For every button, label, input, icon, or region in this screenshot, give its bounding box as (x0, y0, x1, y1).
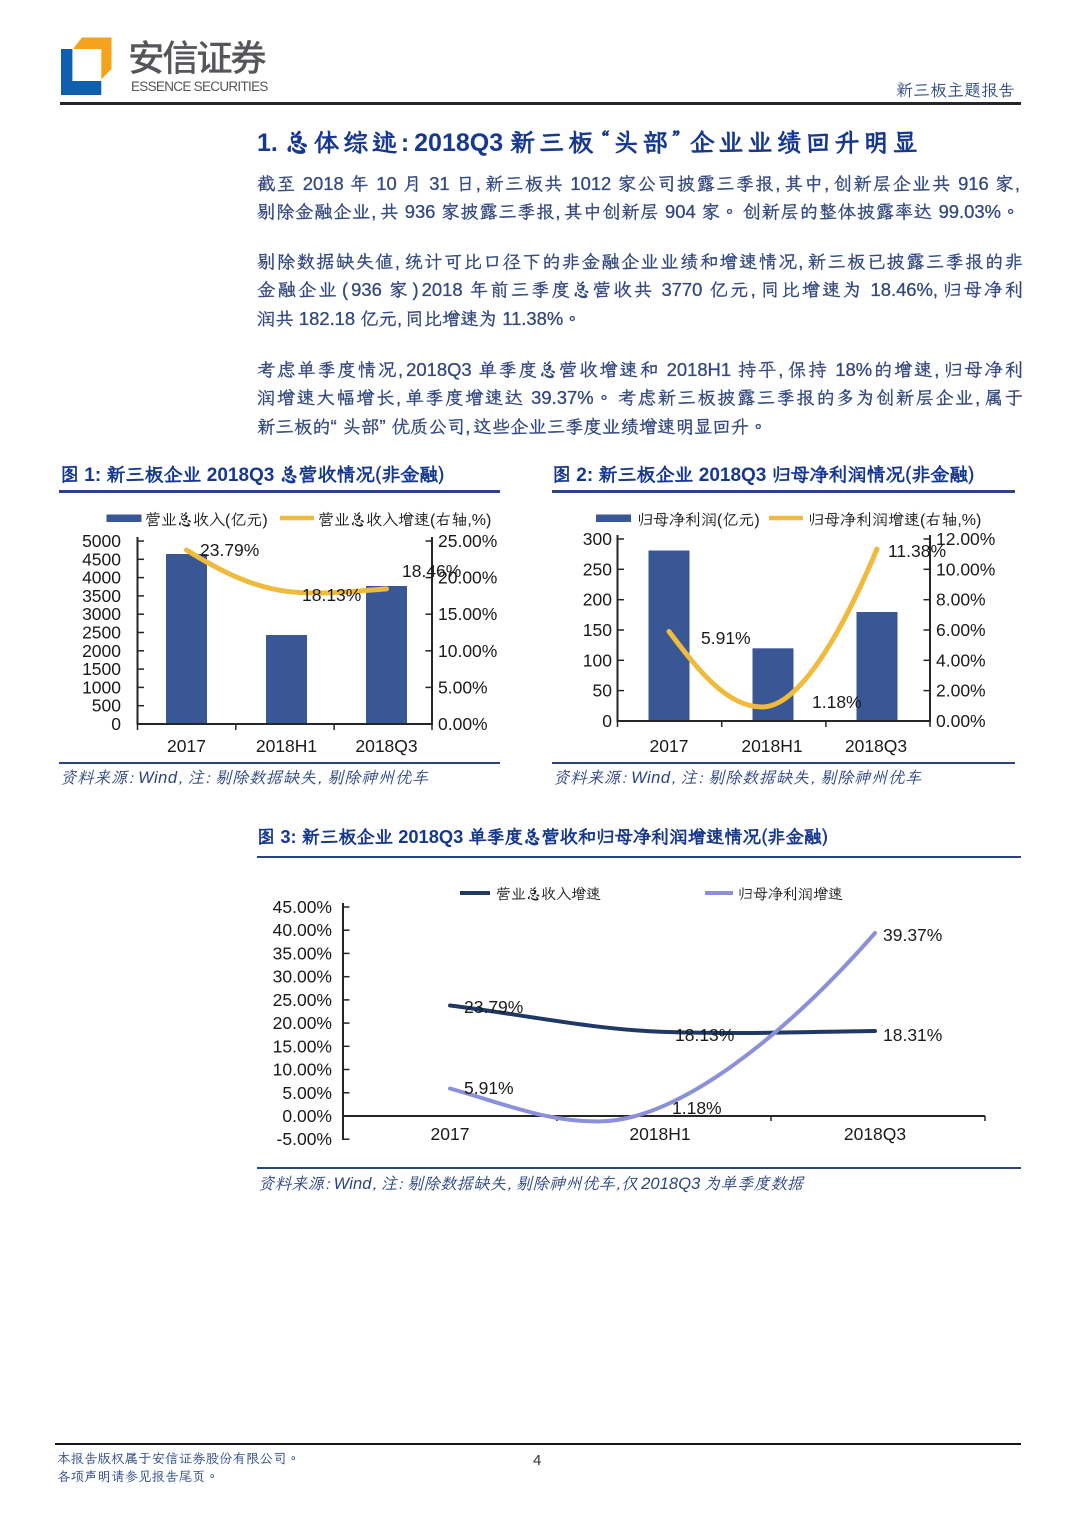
svg-text:营业总收入(亿元): 营业总收入(亿元) (145, 511, 268, 529)
svg-text:3000: 3000 (82, 604, 121, 624)
svg-text:2018Q3: 2018Q3 (355, 736, 417, 756)
svg-text:2017: 2017 (431, 1124, 470, 1144)
svg-text:4000: 4000 (82, 568, 121, 588)
svg-text:0: 0 (602, 711, 612, 731)
svg-text:18.46%: 18.46% (402, 561, 461, 581)
svg-text:0.00%: 0.00% (936, 711, 986, 731)
svg-text:5.91%: 5.91% (464, 1078, 514, 1098)
svg-text:20.00%: 20.00% (438, 568, 497, 588)
svg-text:150: 150 (583, 620, 612, 640)
svg-text:300: 300 (583, 529, 612, 549)
svg-text:10.00%: 10.00% (936, 559, 995, 579)
svg-text:20.00%: 20.00% (273, 1013, 332, 1033)
svg-text:归母净利润增速: 归母净利润增速 (738, 886, 843, 903)
svg-text:40.00%: 40.00% (273, 920, 332, 940)
svg-text:0.00%: 0.00% (438, 714, 488, 734)
svg-text:2000: 2000 (82, 641, 121, 661)
svg-text:35.00%: 35.00% (273, 943, 332, 963)
svg-text:12.00%: 12.00% (936, 529, 995, 549)
svg-text:5.00%: 5.00% (282, 1083, 332, 1103)
svg-text:250: 250 (583, 559, 612, 579)
svg-text:25.00%: 25.00% (438, 531, 497, 551)
svg-text:-5.00%: -5.00% (277, 1129, 332, 1149)
svg-text:归母净利润增速(右轴,%): 归母净利润增速(右轴,%) (808, 511, 981, 529)
svg-text:1.18%: 1.18% (812, 692, 862, 712)
svg-text:归母净利润(亿元): 归母净利润(亿元) (637, 511, 760, 529)
svg-text:25.00%: 25.00% (273, 990, 332, 1010)
svg-text:23.79%: 23.79% (200, 540, 259, 560)
svg-text:18.31%: 18.31% (883, 1025, 942, 1045)
svg-text:8.00%: 8.00% (936, 590, 986, 610)
svg-text:2018H1: 2018H1 (741, 736, 802, 756)
svg-text:10.00%: 10.00% (273, 1060, 332, 1080)
svg-text:2017: 2017 (167, 736, 206, 756)
svg-text:6.00%: 6.00% (936, 620, 986, 640)
svg-text:5.91%: 5.91% (701, 628, 751, 648)
svg-text:营业总收入增速归母净利润右轴亿元(,%): 营业总收入增速归母净利润右轴亿元(,%) (59, 495, 131, 501)
svg-text:5.00%: 5.00% (438, 677, 488, 697)
svg-text:15.00%: 15.00% (273, 1036, 332, 1056)
svg-text:30.00%: 30.00% (273, 967, 332, 987)
svg-text:1000: 1000 (82, 677, 121, 697)
svg-text:1.18%: 1.18% (672, 1098, 722, 1118)
svg-text:45.00%: 45.00% (273, 897, 332, 917)
svg-text:200: 200 (583, 590, 612, 610)
svg-text:100: 100 (583, 650, 612, 670)
svg-text:0: 0 (111, 714, 121, 734)
svg-text:50: 50 (593, 681, 613, 701)
svg-text:2500: 2500 (82, 623, 121, 643)
svg-text:500: 500 (92, 696, 121, 716)
svg-text:4.00%: 4.00% (936, 650, 986, 670)
svg-text:2018H1: 2018H1 (629, 1124, 690, 1144)
svg-text:2.00%: 2.00% (936, 681, 986, 701)
svg-text:2017: 2017 (650, 736, 689, 756)
svg-text:18.13%: 18.13% (675, 1025, 734, 1045)
svg-text:18.13%: 18.13% (302, 585, 361, 605)
svg-text:2018H1: 2018H1 (256, 736, 317, 756)
svg-text:11.38%: 11.38% (888, 541, 946, 561)
svg-text:2018Q3: 2018Q3 (845, 736, 907, 756)
svg-text:2018Q3: 2018Q3 (844, 1124, 906, 1144)
svg-text:23.79%: 23.79% (464, 997, 523, 1017)
svg-text:4500: 4500 (82, 549, 121, 569)
svg-text:15.00%: 15.00% (438, 604, 497, 624)
svg-text:3500: 3500 (82, 586, 121, 606)
svg-text:5000: 5000 (82, 531, 121, 551)
svg-text:营业总收入增速(右轴,%): 营业总收入增速(右轴,%) (318, 511, 491, 529)
svg-text:0.00%: 0.00% (282, 1106, 332, 1126)
svg-text:10.00%: 10.00% (438, 641, 497, 661)
svg-text:39.37%: 39.37% (883, 925, 942, 945)
svg-text:1500: 1500 (82, 659, 121, 679)
svg-text:营业总收入增速: 营业总收入增速 (496, 886, 601, 903)
